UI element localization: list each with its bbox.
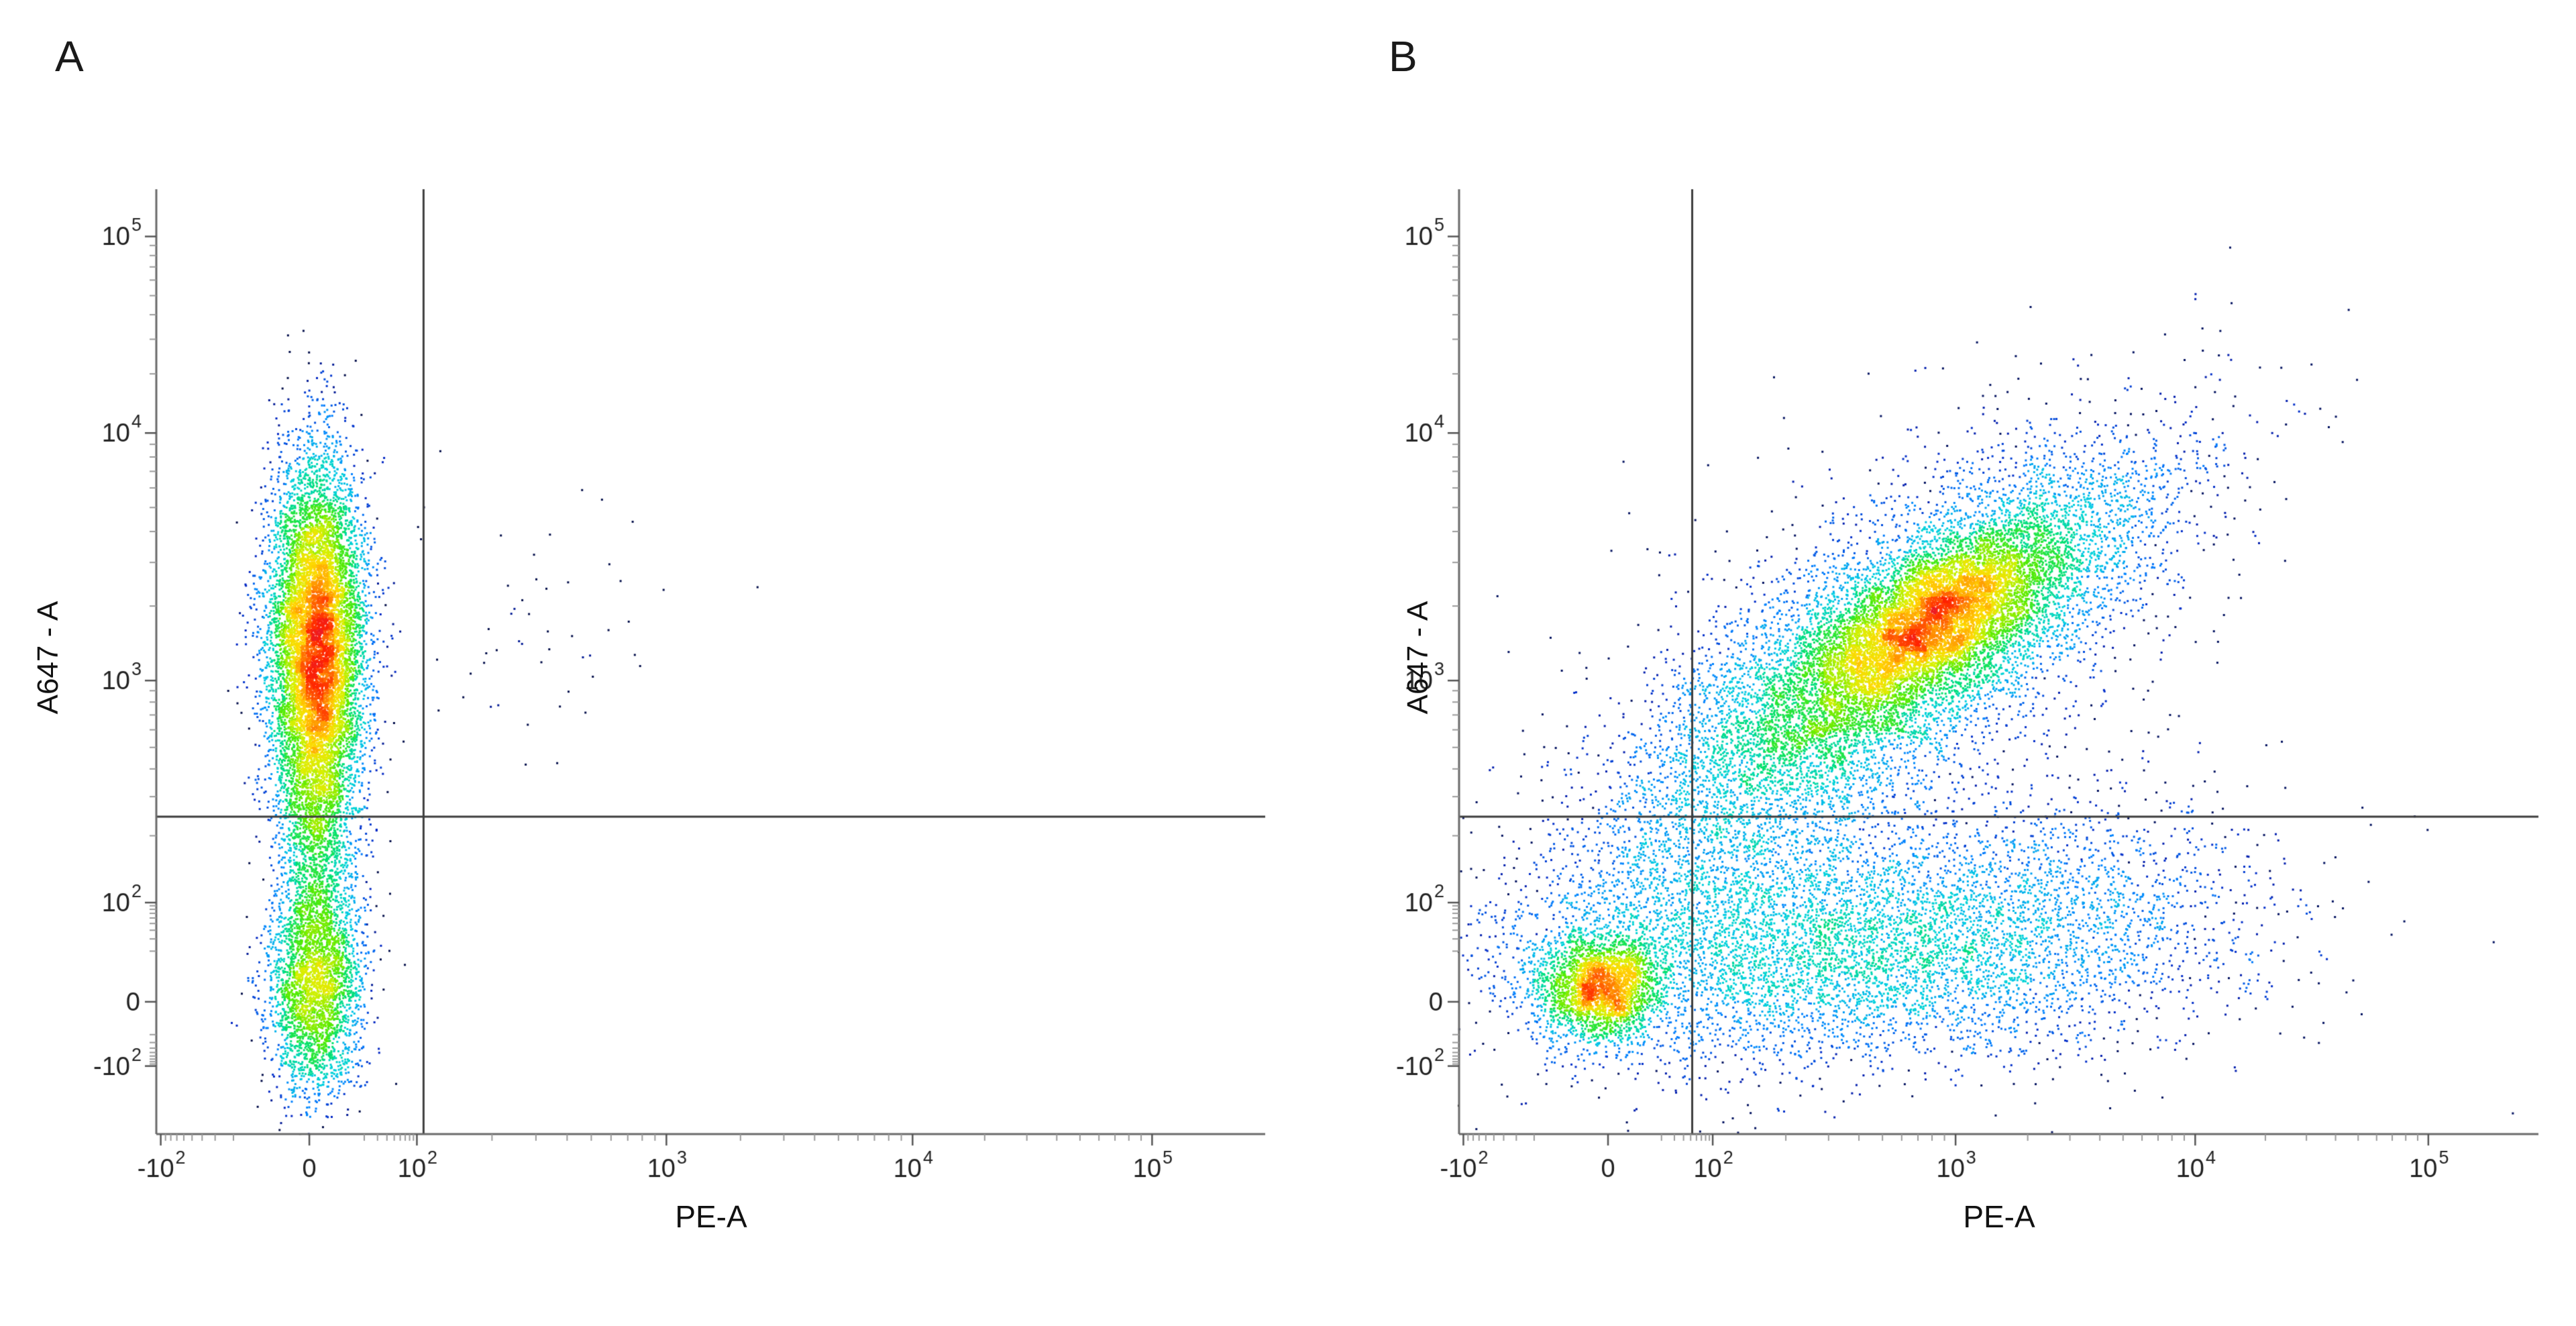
panel-a-x-axis-title: PE-A (675, 1199, 747, 1234)
panel-a-density-plot (0, 0, 1288, 1326)
panel-a-y-axis-title: A647 - A (32, 601, 64, 715)
panel-b-y-axis-title: A647 - A (1401, 601, 1434, 715)
panel-b-density-plot (1288, 0, 2576, 1326)
panel-b-x-axis-title: PE-A (1963, 1199, 2035, 1234)
